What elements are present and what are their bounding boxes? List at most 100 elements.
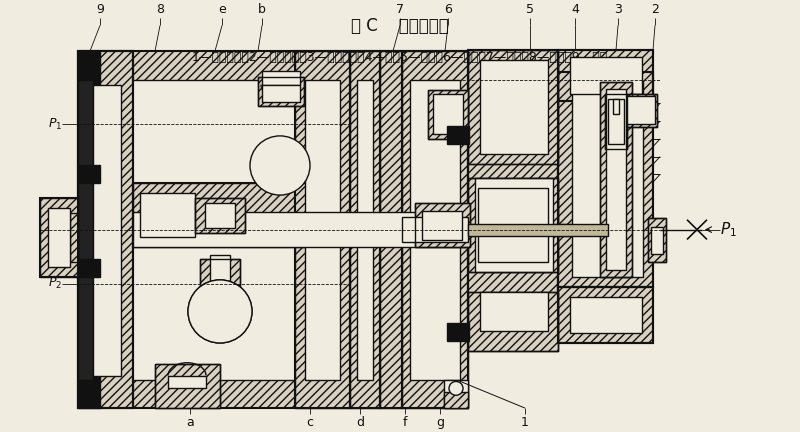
Bar [168, 375, 206, 388]
Bar [350, 51, 380, 408]
Text: f: f [402, 416, 407, 429]
Bar [200, 259, 240, 326]
Text: 9: 9 [96, 3, 104, 16]
Bar [40, 198, 78, 277]
Bar [100, 79, 445, 381]
Bar [468, 50, 558, 164]
Bar [468, 178, 558, 272]
Bar [570, 297, 642, 333]
Bar [380, 51, 402, 408]
Bar [558, 72, 653, 287]
Bar [613, 99, 619, 114]
Bar [447, 323, 469, 341]
Bar [70, 213, 78, 262]
Bar [133, 183, 333, 248]
Bar [468, 50, 558, 351]
Bar [558, 287, 653, 343]
Bar [600, 82, 632, 277]
Bar [570, 57, 642, 95]
Bar [600, 82, 632, 277]
Bar [605, 95, 627, 149]
Bar [605, 95, 627, 149]
Bar [410, 79, 460, 381]
Bar [480, 292, 548, 331]
Bar [350, 51, 380, 408]
Circle shape [188, 280, 252, 343]
Bar [468, 292, 558, 351]
Bar [468, 50, 558, 351]
Bar [78, 51, 100, 408]
Bar [651, 227, 663, 254]
Circle shape [188, 280, 252, 343]
Text: 7: 7 [396, 3, 404, 16]
Text: P$_1$: P$_1$ [720, 220, 737, 239]
Text: 3: 3 [614, 3, 622, 16]
Bar [195, 198, 245, 232]
Bar [475, 178, 553, 272]
Bar [155, 364, 220, 408]
Bar [558, 287, 653, 343]
Bar [468, 178, 558, 272]
Text: b: b [258, 3, 266, 16]
Bar [78, 79, 93, 381]
Bar [78, 51, 133, 408]
Bar [415, 203, 470, 248]
Bar [258, 77, 304, 106]
Text: 4: 4 [571, 3, 579, 16]
Circle shape [449, 381, 463, 395]
Bar [468, 50, 558, 164]
Bar [402, 217, 468, 242]
Bar [468, 224, 608, 235]
Bar [140, 193, 195, 238]
Bar [295, 51, 350, 408]
Bar [433, 95, 463, 134]
Bar [558, 50, 653, 102]
Bar [40, 198, 78, 277]
Bar [295, 51, 350, 408]
Text: 1—紧固螺钉；2—紧定螺钉；3—调节手柄；4—套；5—推杆；6—阀体；7—阀芯；8—弹簧；9—后盖: 1—紧固螺钉；2—紧定螺钉；3—调节手柄；4—套；5—推杆；6—阀体；7—阀芯；… [192, 51, 608, 64]
Bar [444, 392, 468, 408]
Bar [428, 89, 468, 139]
Bar [380, 51, 402, 408]
Bar [133, 183, 333, 248]
Bar [648, 218, 666, 262]
Bar [558, 72, 653, 287]
Bar [608, 99, 624, 144]
Bar [572, 82, 643, 277]
Bar [133, 212, 468, 248]
Bar [78, 259, 100, 277]
Bar [468, 292, 558, 351]
Bar [480, 60, 548, 154]
Bar [620, 96, 655, 124]
Text: 图 C    普通节流阀: 图 C 普通节流阀 [351, 17, 449, 35]
Bar [258, 77, 304, 106]
Bar [305, 79, 340, 381]
Bar [617, 93, 657, 127]
Bar [478, 188, 548, 262]
Bar [210, 255, 230, 326]
Text: 5: 5 [526, 3, 534, 16]
Bar [262, 85, 300, 102]
Text: 8: 8 [156, 3, 164, 16]
Text: c: c [306, 416, 314, 429]
Bar [415, 203, 470, 248]
Bar [617, 93, 657, 127]
Bar [428, 89, 468, 139]
Bar [447, 126, 469, 144]
Circle shape [250, 136, 310, 195]
Bar [648, 218, 666, 262]
Bar [93, 85, 121, 375]
Bar [78, 51, 133, 408]
Bar [48, 208, 70, 267]
Bar [78, 51, 468, 408]
Bar [357, 79, 373, 381]
Bar [205, 203, 235, 228]
Text: g: g [436, 416, 444, 429]
Bar [200, 259, 240, 326]
Bar [262, 71, 300, 85]
Text: P$_1$: P$_1$ [48, 117, 62, 132]
Bar [78, 165, 100, 183]
Bar [444, 381, 468, 408]
Bar [558, 50, 653, 102]
Bar [402, 51, 468, 408]
